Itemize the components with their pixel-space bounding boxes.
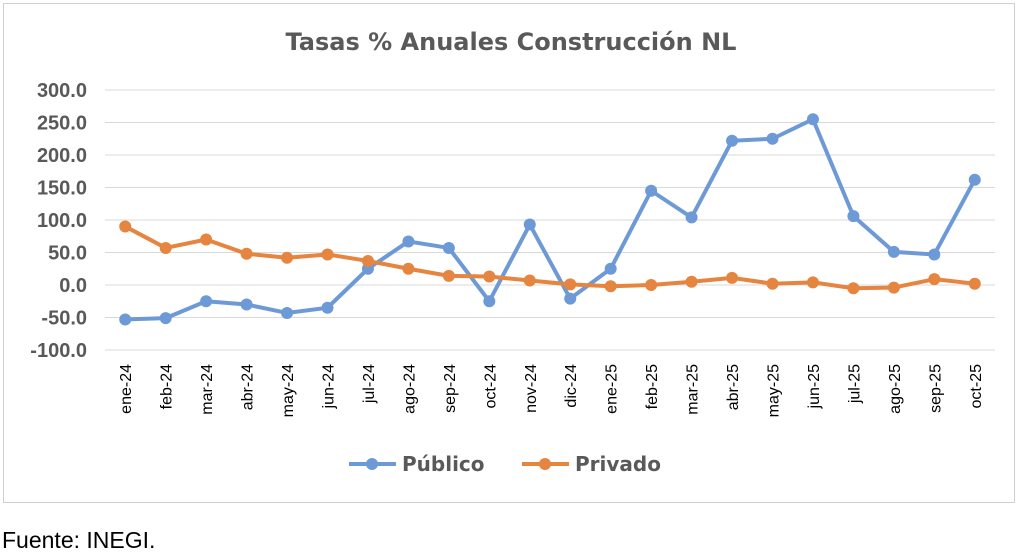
x-tick-label: feb-24 bbox=[159, 364, 176, 409]
data-point bbox=[402, 262, 415, 275]
data-point bbox=[523, 274, 536, 287]
data-point bbox=[483, 295, 496, 308]
data-point bbox=[968, 173, 981, 186]
data-point bbox=[645, 279, 658, 291]
legend-item-privado: Privado bbox=[522, 452, 661, 476]
data-point bbox=[564, 278, 577, 291]
data-point bbox=[523, 218, 536, 231]
data-point bbox=[604, 262, 617, 275]
data-point bbox=[159, 241, 172, 254]
data-point bbox=[726, 271, 739, 284]
y-tick-label: 0.0 bbox=[59, 275, 87, 297]
data-point bbox=[200, 295, 213, 308]
data-point bbox=[281, 251, 294, 264]
data-point bbox=[685, 211, 698, 224]
data-point bbox=[483, 270, 496, 283]
data-point bbox=[564, 292, 577, 305]
data-point bbox=[240, 247, 253, 260]
data-point bbox=[442, 241, 455, 254]
y-tick-label: 50.0 bbox=[48, 243, 87, 265]
series-lines bbox=[119, 113, 981, 326]
data-point bbox=[645, 184, 658, 197]
y-tick-label: -100.0 bbox=[30, 340, 87, 362]
x-tick-label: dic-24 bbox=[563, 364, 580, 408]
data-point bbox=[159, 312, 172, 325]
x-tick-label: nov-24 bbox=[523, 364, 540, 413]
legend-label-publico: Público bbox=[402, 452, 485, 476]
x-tick-label: jul-25 bbox=[846, 364, 863, 404]
y-tick-label: 200.0 bbox=[37, 145, 87, 167]
data-point bbox=[402, 235, 415, 248]
x-tick-label: abr-24 bbox=[240, 364, 257, 410]
data-point bbox=[928, 273, 941, 286]
data-point bbox=[361, 254, 374, 267]
legend-label-privado: Privado bbox=[575, 452, 661, 476]
x-tick-label: oct-25 bbox=[968, 364, 985, 409]
x-tick-label: abr-25 bbox=[725, 364, 742, 410]
legend: Público Privado bbox=[349, 452, 661, 476]
chart-title: Tasas % Anuales Construcción NL bbox=[286, 28, 737, 56]
data-point bbox=[968, 277, 981, 290]
y-tick-label: 150.0 bbox=[37, 178, 87, 200]
y-tick-label: 300.0 bbox=[37, 80, 87, 102]
data-point bbox=[604, 280, 617, 293]
data-point bbox=[726, 134, 739, 147]
x-tick-label: ene-25 bbox=[604, 364, 621, 414]
series-line-1 bbox=[124, 224, 975, 291]
x-tick-label: sep-24 bbox=[442, 364, 459, 413]
y-tick-label: -50.0 bbox=[41, 308, 87, 330]
data-point bbox=[200, 233, 213, 246]
x-tick-label: jun-24 bbox=[321, 364, 338, 410]
data-point bbox=[240, 298, 253, 311]
data-point bbox=[281, 306, 294, 319]
x-tick-label: jun-25 bbox=[806, 364, 823, 410]
legend-item-publico: Público bbox=[349, 452, 485, 476]
x-tick-label: may-24 bbox=[280, 364, 297, 417]
data-point bbox=[847, 210, 860, 223]
line-chart: Tasas % Anuales Construcción NL 300.0 250… bbox=[30, 28, 995, 476]
data-point bbox=[685, 275, 698, 288]
x-tick-label: ago-25 bbox=[887, 364, 904, 414]
data-point bbox=[766, 277, 779, 290]
data-point bbox=[887, 281, 900, 294]
data-point bbox=[806, 276, 819, 289]
x-tick-label: jul-24 bbox=[361, 364, 378, 404]
data-point bbox=[119, 313, 132, 326]
data-point bbox=[442, 269, 455, 282]
y-axis-tick-labels: 300.0 250.0 200.0 150.0 100.0 50.0 0.0 -50.0 -10… bbox=[30, 80, 87, 362]
x-tick-label: ene-24 bbox=[118, 364, 135, 414]
y-tick-label: 100.0 bbox=[37, 210, 87, 232]
gridlines bbox=[105, 89, 995, 351]
source-note: Fuente: INEGI. bbox=[2, 527, 156, 553]
x-tick-label: feb-25 bbox=[644, 364, 661, 409]
data-point bbox=[119, 220, 132, 233]
x-axis-tick-labels: ene-24 feb-24 mar-24 abr-24 may-24 jun-24 jul-… bbox=[118, 364, 985, 417]
data-point bbox=[928, 248, 941, 261]
x-tick-label: ago-24 bbox=[401, 364, 418, 414]
x-tick-label: mar-24 bbox=[199, 364, 216, 415]
x-tick-label: sep-25 bbox=[927, 364, 944, 413]
x-tick-label: mar-25 bbox=[685, 364, 702, 415]
y-tick-label: 250.0 bbox=[37, 113, 87, 135]
data-point bbox=[887, 245, 900, 258]
x-tick-label: oct-24 bbox=[482, 364, 499, 409]
series-line-0 bbox=[125, 117, 977, 322]
data-point bbox=[806, 113, 819, 126]
data-point bbox=[847, 282, 860, 295]
x-tick-label: may-25 bbox=[766, 364, 783, 417]
data-point bbox=[766, 132, 779, 145]
data-point bbox=[321, 301, 334, 314]
data-point bbox=[321, 248, 334, 261]
chart-frame: Tasas % Anuales Construcción NL 300.0 250… bbox=[3, 3, 1015, 503]
